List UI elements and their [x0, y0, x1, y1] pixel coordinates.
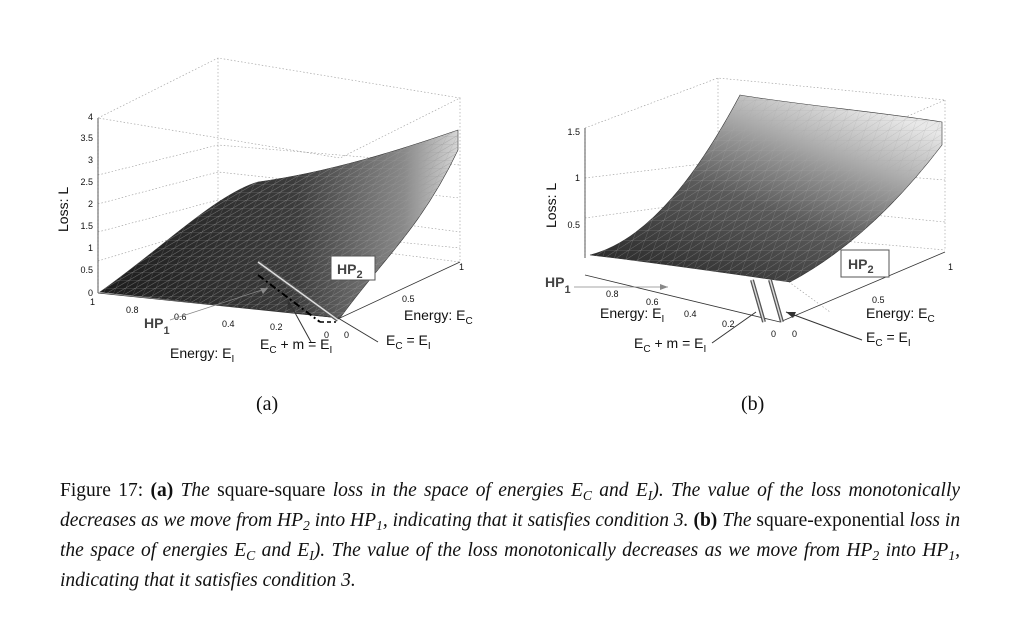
panel-a-hp1-label: HP1	[144, 315, 170, 337]
panel-b: 0.5 1 1.5 Loss: L 0.8 0.6 0.4 0.2 0 0 0.…	[543, 77, 953, 415]
ei-tick: 0	[771, 329, 776, 339]
z-tick: 2.5	[80, 177, 93, 187]
z-tick: 3	[88, 155, 93, 165]
panel-a-margin-pointer	[287, 299, 312, 343]
z-tick: 0.5	[567, 220, 580, 230]
ei-tick: 1	[90, 297, 95, 307]
ec-tick: 1	[948, 262, 953, 272]
panel-b-equal-pointer	[785, 311, 863, 341]
z-tick: 0	[88, 288, 93, 298]
z-tick: 0.5	[80, 265, 93, 275]
z-tick: 2	[88, 199, 93, 209]
ei-tick: 0.4	[222, 319, 235, 329]
ei-tick: 0.2	[722, 319, 735, 329]
panel-a-base-axes	[97, 261, 461, 319]
panel-a-equal-line-label: EC = EI	[386, 332, 431, 352]
panel-a-equal-line-core	[257, 261, 339, 321]
figure-number: Figure 17:	[60, 480, 144, 501]
caption-text: loss in the space of energies EC and EI)…	[60, 510, 961, 592]
panel-a-equal-pointer	[337, 317, 379, 343]
caption-text: The	[180, 480, 210, 501]
z-tick: 3.5	[80, 133, 93, 143]
panel-a-ec-label: Energy: EC	[404, 307, 473, 327]
ec-tick: 0.5	[402, 294, 415, 304]
caption-text: The	[722, 510, 752, 532]
panel-b-hp1-label: HP1	[545, 274, 571, 296]
panel-b-margin-line-label: EC + m = EI	[634, 335, 706, 355]
panel-b-margin-line-core	[751, 279, 765, 323]
ec-tick: 0	[344, 330, 349, 340]
panel-a-hp1-arrow	[169, 287, 269, 321]
panel-b-ei-label: Energy: EI	[600, 305, 664, 325]
panel-a: 0 0.5 1 1.5 2 2.5 3 3.5 4 Loss: L 1 0.8 …	[55, 57, 473, 415]
z-tick: 1	[575, 173, 580, 183]
panel-b-mesh	[590, 95, 942, 282]
loss-name-b: square-exponential	[756, 510, 905, 532]
panel-b-hp2-box	[840, 249, 890, 278]
arrowhead	[260, 288, 268, 294]
panel-b-z-label: Loss: L	[543, 183, 559, 228]
loss-name-a: square-square	[217, 480, 326, 501]
z-tick: 1	[88, 243, 93, 253]
arrowhead	[287, 300, 292, 310]
panel-b-ec-label: Energy: EC	[866, 305, 935, 325]
ei-tick: 0.8	[606, 289, 619, 299]
panel-a-hp2-box	[330, 255, 376, 281]
panel-a-z-label: Loss: L	[55, 187, 71, 232]
arrowhead	[660, 284, 668, 290]
panel-b-hp2-label: HP2	[848, 256, 874, 276]
ei-tick: 0	[324, 330, 329, 340]
panel-b-equal-line-label: EC = EI	[866, 329, 911, 349]
arrowhead	[786, 312, 796, 318]
panel-a-margin-line-label: EC + m = EI	[260, 336, 332, 356]
panel-a-label: (a)	[256, 393, 278, 415]
ei-tick: 0.6	[646, 297, 659, 307]
ec-tick: 0	[792, 329, 797, 339]
ec-tick: 0.5	[872, 295, 885, 305]
panel-a-margin-line	[257, 274, 321, 323]
panel-a-hp2-label: HP2	[337, 261, 363, 281]
caption-text: loss in the space of energies EC and EI)…	[60, 480, 961, 534]
ei-tick: 0.2	[270, 322, 283, 332]
panel-b-ec-ticks: 0 0.5 1	[792, 262, 953, 339]
panel-b-z-ticks: 0.5 1 1.5	[567, 127, 580, 230]
panel-a-z-ticks: 0 0.5 1 1.5 2 2.5 3 3.5 4	[80, 112, 93, 298]
panel-a-ei-label: Energy: EI	[170, 345, 234, 365]
ei-tick: 0.8	[126, 305, 139, 315]
figure-caption: Figure 17: (a) The square-square loss in…	[60, 478, 960, 593]
ec-tick: 1	[459, 262, 464, 272]
panel-b-label: (b)	[741, 393, 764, 415]
z-tick: 1.5	[80, 221, 93, 231]
z-tick: 4	[88, 112, 93, 122]
panel-b-ei-ticks: 0.8 0.6 0.4 0.2 0	[606, 289, 776, 339]
z-tick: 1.5	[567, 127, 580, 137]
caption-b-tag: (b)	[693, 510, 718, 532]
panel-b-margin-pointer	[711, 311, 757, 344]
panel-a-ec-ticks: 0 0.5 1	[344, 262, 464, 340]
figure: 0 0.5 1 1.5 2 2.5 3 3.5 4 Loss: L 1 0.8 …	[55, 57, 953, 415]
caption-a-tag: (a)	[150, 480, 174, 501]
ei-tick: 0.4	[684, 309, 697, 319]
panel-b-equal-line-core	[769, 279, 783, 323]
